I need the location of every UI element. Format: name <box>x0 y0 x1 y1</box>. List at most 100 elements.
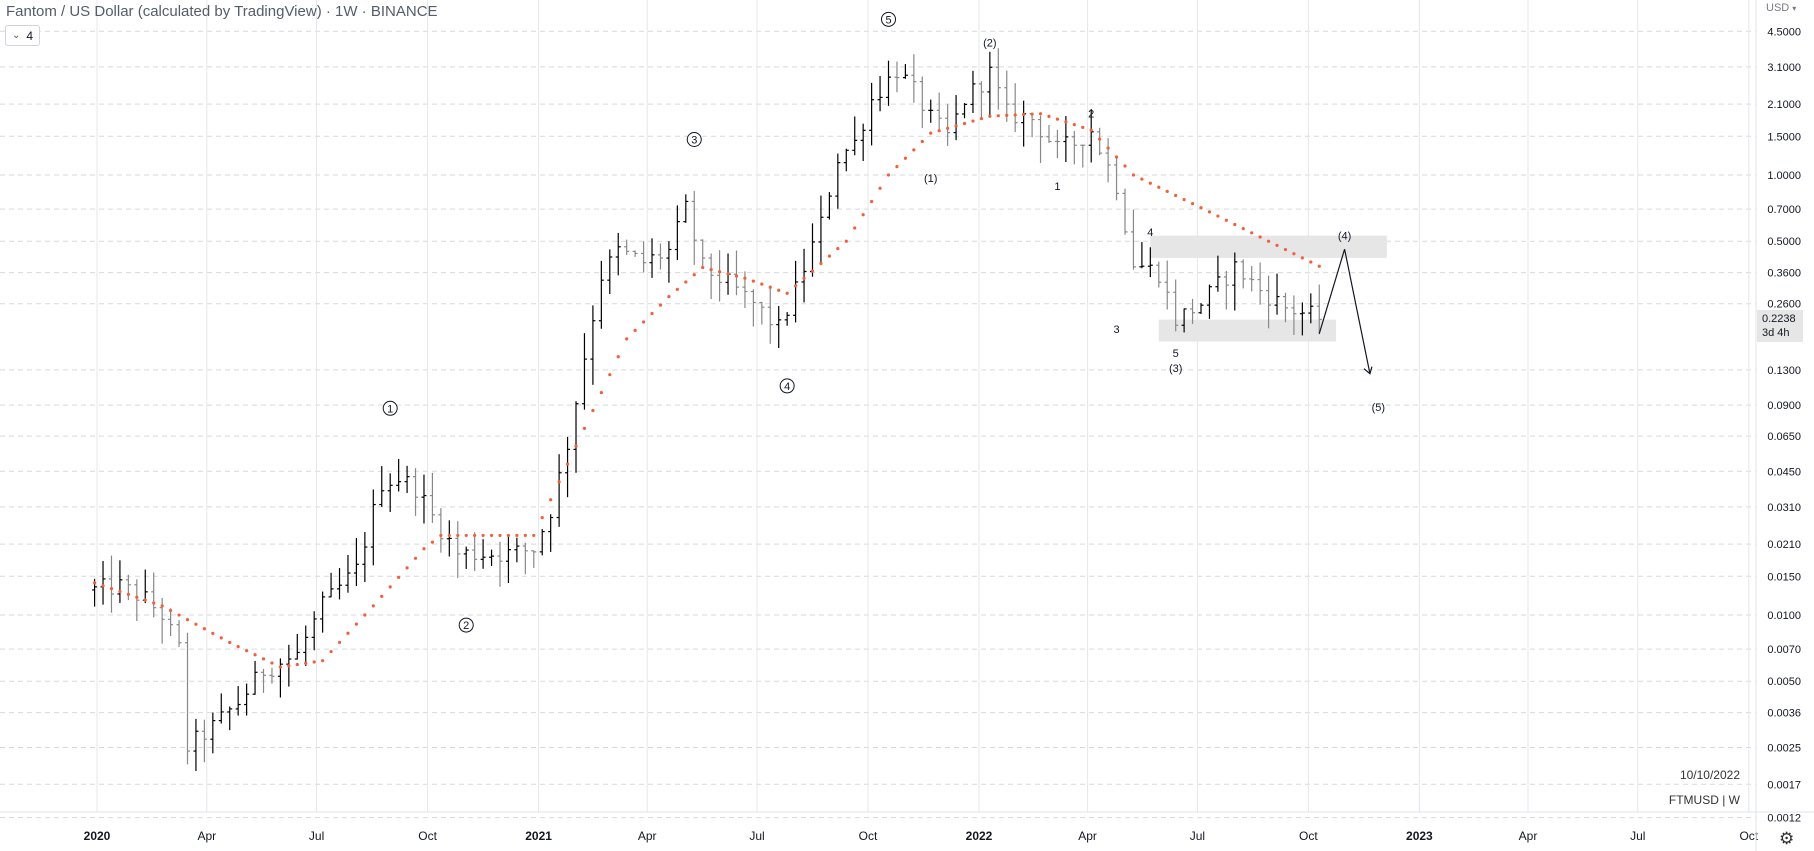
sar-dot <box>1250 231 1254 235</box>
y-tick-label: 0.0450 <box>1767 466 1801 478</box>
sar-dot <box>591 408 595 413</box>
ohlc-bar <box>683 194 689 223</box>
y-tick-label: 0.2600 <box>1767 299 1801 311</box>
ohlc-bar <box>497 541 503 587</box>
ohlc-bar <box>1164 260 1170 310</box>
chevron-down-icon: ⌄ <box>12 30 21 41</box>
sar-dot <box>1283 247 1288 252</box>
ohlc-bar <box>1274 273 1280 315</box>
ohlc-bar <box>936 92 942 131</box>
sar-dot <box>1233 222 1237 227</box>
wave-label-text: 1 <box>387 403 393 415</box>
sar-dot <box>996 114 1000 118</box>
ohlc-bar <box>117 560 123 603</box>
x-tick-label: 2022 <box>966 829 993 843</box>
wave-label: 2 <box>458 617 474 633</box>
x-tick-label: Oct <box>418 829 437 843</box>
sar-dot <box>473 533 477 538</box>
sar-dot <box>1123 164 1127 168</box>
sar-dot <box>312 660 316 664</box>
ohlc-bar <box>261 668 267 693</box>
wave-label-text: 4 <box>784 381 790 393</box>
sar-dot <box>734 274 739 278</box>
sar-dot <box>422 547 426 551</box>
ohlc-bar <box>320 591 326 633</box>
ohlc-bar <box>387 473 393 512</box>
ohlc-bar <box>902 64 908 79</box>
sar-dot <box>1089 128 1093 132</box>
y-tick-label: 3.1000 <box>1767 62 1801 74</box>
chart-title: Fantom / US Dollar (calculated by Tradin… <box>6 3 438 20</box>
sar-dot <box>1275 243 1279 247</box>
ohlc-bar <box>970 70 976 114</box>
y-tick-label: 2.1000 <box>1767 99 1801 111</box>
gear-icon[interactable]: ⚙ <box>1779 829 1795 848</box>
sar-dot <box>1106 146 1110 150</box>
sar-dot <box>109 587 114 591</box>
sar-dot <box>456 533 460 538</box>
ohlc-bar <box>1206 284 1212 319</box>
ohlc-bar <box>1173 279 1179 332</box>
x-tick-label: 2023 <box>1406 829 1433 843</box>
ohlc-bar <box>691 190 697 265</box>
sar-dot <box>819 261 823 266</box>
ohlc-bar <box>514 537 520 563</box>
sar-dot <box>616 355 620 359</box>
ohlc-bar <box>919 76 925 129</box>
x-tick-label: Oct <box>1739 829 1758 843</box>
ohlc-bar <box>1282 292 1288 323</box>
wave-label: (4) <box>1338 231 1351 243</box>
sar-dot <box>777 288 781 292</box>
ohlc-bar <box>886 60 892 106</box>
ohlc-bar <box>717 250 723 302</box>
sar-dot <box>608 373 612 377</box>
sar-dot <box>1140 177 1144 181</box>
sar-dot <box>717 270 722 274</box>
sar-dot <box>853 226 857 230</box>
ohlc-bar <box>1071 131 1077 165</box>
ohlc-bar <box>607 249 613 295</box>
ohlc-bar <box>463 546 469 569</box>
ohlc-bar <box>1198 303 1204 314</box>
sar-dot <box>1081 125 1085 129</box>
sar-dot <box>1174 193 1178 198</box>
ohlc-bar <box>455 521 461 579</box>
ohlc-bar <box>1257 262 1263 305</box>
ohlc-bar <box>598 260 604 329</box>
x-tick-label: Apr <box>197 829 216 843</box>
sar-dot <box>810 269 815 273</box>
price-zone <box>1158 319 1337 342</box>
ohlc-bar <box>269 667 275 684</box>
x-tick-label: Jul <box>1190 829 1205 843</box>
sar-dot <box>1216 214 1220 218</box>
ohlc-bar <box>826 192 832 220</box>
sar-dot <box>253 653 257 657</box>
ohlc-bar <box>835 153 841 209</box>
sar-dot <box>397 575 401 579</box>
sar-dot <box>641 320 646 324</box>
ohlc-bar <box>1021 100 1027 147</box>
sar-dot <box>937 129 941 133</box>
ohlc-bar <box>641 241 647 273</box>
sar-dot <box>667 295 671 299</box>
sar-dot <box>245 649 249 653</box>
wave-label-text: 2 <box>1088 109 1094 121</box>
ohlc-bar <box>125 574 131 601</box>
indicators-toggle-button[interactable]: ⌄ 4 <box>5 25 41 46</box>
ohlc-bar <box>108 555 114 613</box>
ohlc-bar <box>750 289 756 327</box>
sar-dot <box>143 598 147 602</box>
ohlc-bar <box>733 250 739 296</box>
ohlc-bar <box>303 625 309 666</box>
ohlc-bar <box>1291 295 1297 336</box>
sar-dot <box>574 444 578 448</box>
sar-dot <box>903 156 907 160</box>
sar-dot <box>405 566 409 570</box>
ohlc-bar <box>1308 293 1314 324</box>
ohlc-bar <box>1054 129 1060 159</box>
ohlc-bar <box>446 520 452 557</box>
currency-chevron-icon: ▾ <box>1792 4 1797 13</box>
wave-label-circle <box>881 11 897 27</box>
currency-selector[interactable]: USD ▾ <box>1766 2 1796 14</box>
